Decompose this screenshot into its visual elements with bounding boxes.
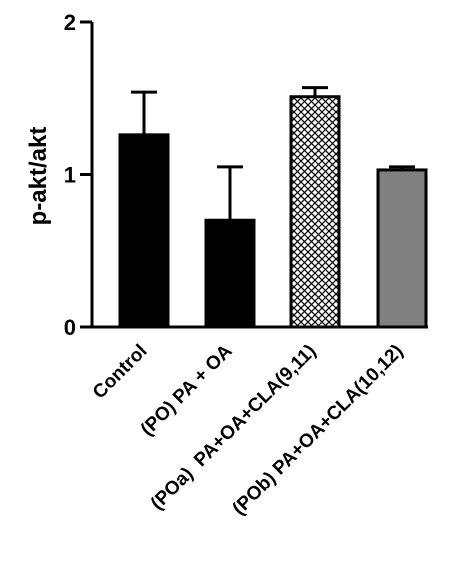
bar: [204, 218, 256, 329]
bar: [118, 133, 170, 329]
y-axis-title: p-akt/akt: [25, 127, 52, 226]
x-tick-labels: Control(PO) PA + OA(POa) PA+OA+CLA(9,11)…: [89, 340, 408, 519]
bar: [376, 168, 428, 329]
x-tick-label: Control: [89, 341, 152, 404]
y-tick-label: 0: [64, 315, 76, 340]
y-tick-label: 2: [64, 10, 76, 35]
x-tick-label: (POa) PA+OA+CLA(9,11): [147, 341, 321, 515]
y-ticks: 0 1 2: [64, 10, 92, 340]
bars: [118, 86, 428, 329]
y-tick-label: 1: [64, 163, 76, 188]
bar: [289, 95, 341, 329]
x-tick-label: (POb) PA+OA+CLA(10,12): [229, 341, 408, 520]
